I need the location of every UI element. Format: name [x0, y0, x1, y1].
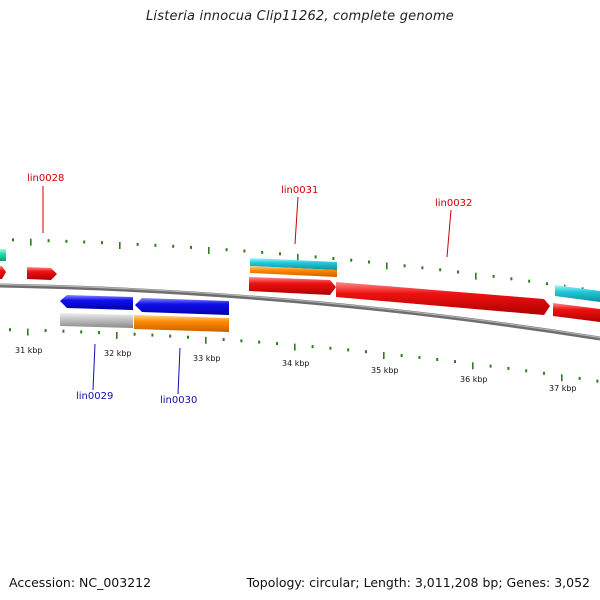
gene-lin0028[interactable] [27, 267, 57, 280]
gene-lin0031[interactable] [249, 277, 336, 295]
label-lin0028[interactable]: lin0028 [27, 173, 64, 184]
scale-label-31kbp: 31 kbp [15, 346, 43, 355]
label-lin0031[interactable]: lin0031 [281, 185, 318, 196]
genome-backbone [0, 283, 600, 341]
scale-label-32kbp: 32 kbp [104, 349, 132, 358]
scale-label-37kbp: 37 kbp [549, 384, 577, 393]
scale-ticks-bottom [9, 328, 599, 383]
gene-teal-left-edge[interactable] [0, 249, 6, 261]
label-lin0030[interactable]: lin0030 [160, 395, 197, 406]
gene-cyan-right[interactable] [555, 285, 600, 302]
gene-lin0030[interactable] [135, 298, 229, 315]
label-lin0032[interactable]: lin0032 [435, 198, 472, 209]
scale-label-34kbp: 34 kbp [282, 359, 310, 368]
scale-label-33kbp: 33 kbp [193, 354, 221, 363]
scale-labels: 31 kbp 32 kbp 33 kbp 34 kbp 35 kbp 36 kb… [15, 346, 577, 393]
genome-title: Listeria innocua Clip11262, complete gen… [145, 9, 455, 24]
gene-lin0029[interactable] [60, 295, 133, 310]
label-lin0029[interactable]: lin0029 [76, 391, 113, 402]
forward-gene-track [0, 249, 600, 322]
label-leaders [42, 186, 452, 395]
gene-red-right[interactable] [553, 303, 600, 322]
scale-label-36kbp: 36 kbp [460, 375, 488, 384]
reverse-gene-track [60, 295, 229, 332]
scale-ticks-top [12, 238, 584, 292]
gene-red-left-edge[interactable] [0, 266, 6, 279]
gene-labels: lin0028 lin0031 lin0032 lin0029 lin0030 [27, 173, 472, 406]
gene-gray-lin0029-track[interactable] [60, 313, 133, 328]
accession-text: Accession: NC_003212 [9, 575, 152, 590]
gene-orange-lin0030-track[interactable] [134, 315, 229, 332]
gene-lin0032[interactable] [336, 282, 550, 315]
gene-orange-lin0031-track[interactable] [250, 266, 337, 277]
genome-summary-text: Topology: circular; Length: 3,011,208 bp… [246, 575, 590, 590]
scale-label-35kbp: 35 kbp [371, 366, 399, 375]
